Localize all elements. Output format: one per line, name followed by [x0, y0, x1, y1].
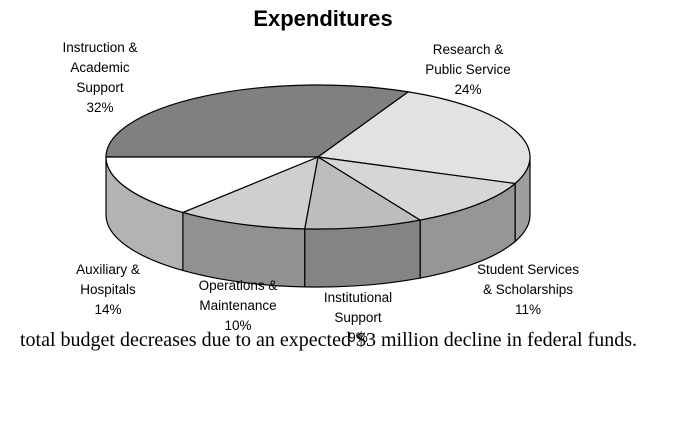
pie-chart	[105, 84, 531, 288]
slice-label: Instruction & Academic Support 32%	[54, 38, 146, 118]
body-text: total budget decreases due to an expecte…	[20, 329, 638, 351]
pie-slice	[317, 156, 517, 221]
pie-side	[304, 219, 421, 288]
slice-label: Auxiliary & Hospitals 14%	[63, 260, 153, 320]
slice-label: Student Services & Scholarships 11%	[472, 260, 584, 320]
slice-category: Auxiliary & Hospitals	[76, 262, 140, 297]
slice-value: 24%	[454, 82, 482, 97]
chart-title: Expenditures	[253, 6, 393, 31]
slice-category: Operations & Maintenance	[198, 278, 278, 313]
slice-label: Research & Public Service 24%	[418, 40, 518, 100]
slice-value: 32%	[86, 100, 114, 115]
pie-slice	[303, 156, 422, 230]
slice-value: 14%	[94, 302, 122, 317]
slice-label: Operations & Maintenance 10%	[188, 276, 288, 336]
slice-value: 9%	[348, 330, 368, 345]
slice-category: Student Services & Scholarships	[476, 262, 580, 297]
slice-value: 10%	[224, 318, 252, 333]
slice-label: Institutional Support 9%	[313, 288, 403, 348]
slice-category: Institutional Support	[323, 290, 393, 325]
slice-value: 11%	[514, 302, 542, 317]
pie-slice	[105, 84, 410, 158]
pie-slice	[105, 156, 319, 214]
pie-slice	[316, 91, 531, 185]
slice-category: Research & Public Service	[425, 42, 511, 77]
pie-slice	[181, 156, 319, 230]
slice-category: Instruction & Academic Support	[62, 40, 138, 95]
